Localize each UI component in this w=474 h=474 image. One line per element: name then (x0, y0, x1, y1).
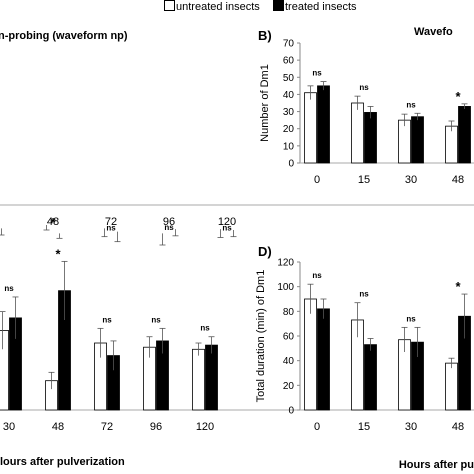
panel-b-y-axis-label: Number of Dm1 (259, 64, 271, 142)
panel-d-significance-1: ns (359, 290, 369, 299)
panel-c-significance-3: ns (151, 315, 161, 324)
panel-d-y-tick-label-1: 20 (283, 381, 295, 392)
panel-d-bar-untreated-0 (304, 298, 317, 411)
legend-swatch-untreated (164, 0, 175, 11)
panel-a-x-tick-label-4: 120 (218, 216, 236, 228)
panel-d-y-tick-label-3: 60 (283, 332, 295, 343)
panel-d-y-tick-label-5: 100 (277, 282, 294, 293)
panel-c-significance-1: * (55, 246, 61, 261)
panel-b-bar-treated-2 (411, 116, 424, 164)
panel-letter-b: B) (258, 28, 272, 43)
panel-b-bar-untreated-1 (351, 102, 364, 164)
panel-c-bar-untreated-4 (192, 348, 205, 411)
panel-d-x-tick-label-0: 0 (314, 421, 320, 433)
panel-b-y-tick-label-1: 10 (283, 141, 295, 152)
panel-a-significance-3: ns (164, 223, 174, 232)
panel-b-bar-untreated-0 (304, 92, 317, 164)
panel-a-title: n-probing (waveform np) (0, 30, 128, 42)
panel-d-x-tick-label-1: 15 (358, 421, 370, 433)
panel-c-bar-treated-4 (205, 344, 218, 411)
panel-b-bar-treated-3 (458, 106, 471, 164)
panel-c-bar-untreated-0 (0, 330, 9, 411)
panel-b-bar-treated-1 (364, 112, 377, 164)
panel-d-y-tick-label-0: 0 (288, 406, 294, 417)
panel-d-y-tick-label-6: 120 (277, 258, 294, 269)
panel-a-x-tick-label-1: 48 (47, 216, 59, 228)
panel-b-bar-untreated-2 (398, 119, 411, 164)
panel-c-x-tick-label-2: 72 (101, 421, 113, 433)
panel-b-y-tick-label-2: 20 (283, 124, 295, 135)
panel-b-x-tick-label-0: 0 (314, 174, 320, 186)
panel-b-y-tick-label-3: 30 (283, 107, 295, 118)
panel-b-y-tick-label-5: 50 (283, 73, 295, 84)
panel-b-y-tick-label-7: 70 (283, 39, 295, 50)
panel-a-significance-2: ns (106, 224, 116, 233)
panel-b-y-tick-label-4: 40 (283, 90, 295, 101)
legend-label-untreated: untreated insects (176, 1, 260, 13)
panel-d-x-tick-label-3: 48 (452, 421, 464, 433)
panel-d-significance-3: * (455, 279, 461, 294)
panel-d-bar-untreated-3 (445, 362, 458, 411)
panel-d-significance-0: ns (312, 271, 322, 280)
legend-label-treated: treated insects (285, 1, 357, 13)
panel-c-significance-0: ns (4, 284, 14, 293)
panel-b-x-tick-label-2: 30 (405, 174, 417, 186)
panel-a-significance-4: ns (222, 224, 232, 233)
panel-d-x-axis-label: Hours after pu (399, 459, 474, 471)
panel-b-y-tick-label-6: 60 (283, 56, 295, 67)
panel-d-significance-2: ns (406, 314, 416, 323)
panel-a-significance-1: * (50, 215, 56, 230)
panel-d-y-axis-label: Total duration (min) of Dm1 (255, 270, 267, 403)
panel-b-bar-untreated-3 (445, 125, 458, 164)
panel-b-x-tick-label-1: 15 (358, 174, 370, 186)
panel-c-x-tick-label-3: 96 (150, 421, 162, 433)
panel-d-bar-treated-0 (317, 308, 330, 411)
panel-d-y-tick-label-2: 40 (283, 356, 295, 367)
panel-letter-d: D) (258, 244, 272, 259)
panel-c-x-tick-label-0: 30 (3, 421, 15, 433)
panel-d-bar-treated-1 (364, 344, 377, 411)
panel-b-title: Wavefo (414, 26, 453, 38)
panel-c-x-tick-label-4: 120 (196, 421, 214, 433)
panel-b-significance-3: * (455, 89, 461, 104)
panel-b-y-tick-label-0: 0 (288, 159, 294, 170)
panel-c-x-tick-label-1: 48 (52, 421, 64, 433)
panel-c-significance-2: ns (102, 315, 112, 324)
panel-b-significance-1: ns (359, 83, 369, 92)
panel-a-x-tick-label-3: 96 (163, 216, 175, 228)
panel-d-y-tick-label-4: 80 (283, 307, 295, 318)
legend-swatch-treated (273, 0, 284, 11)
panel-b-significance-0: ns (312, 69, 322, 78)
legend: untreated insects treated insects (0, 0, 474, 14)
panel-b-x-tick-label-3: 48 (452, 174, 464, 186)
legend-item-treated: treated insects (273, 0, 357, 14)
panel-c-x-axis-label: lours after pulverization (0, 456, 125, 468)
panel-b-bar-treated-0 (317, 85, 330, 164)
panel-a-x-tick-label-2: 72 (105, 216, 117, 228)
panel-d-x-tick-label-2: 30 (405, 421, 417, 433)
panel-b-significance-2: ns (406, 100, 416, 109)
panel-c-significance-4: ns (200, 324, 210, 333)
legend-item-untreated: untreated insects (164, 0, 260, 14)
